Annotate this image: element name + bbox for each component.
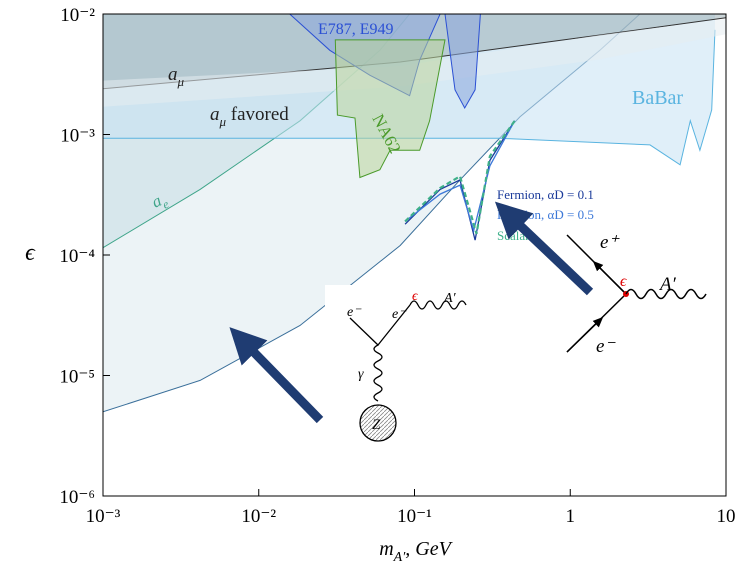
diagram-label: e⁺ <box>600 232 620 253</box>
x-axis-label: m <box>379 538 393 560</box>
x-axis-label: , GeV <box>405 538 453 560</box>
y-tick-label: 10⁻³ <box>60 126 95 147</box>
x-tick-label: 10⁻² <box>241 506 276 527</box>
annotation: a <box>168 64 178 85</box>
x-axis-label: mA′, GeV <box>379 538 453 565</box>
annotation: E787, E949 <box>318 21 394 38</box>
diagram-label: e⁻ <box>596 336 616 357</box>
diagram-label: e⁻ <box>347 305 362 320</box>
y-tick-label: 10⁻⁴ <box>59 246 95 267</box>
arrow <box>508 214 590 292</box>
y-tick-label: 10⁻⁶ <box>59 487 95 508</box>
annotation: BaBar <box>632 87 683 109</box>
diagram-label: γ <box>358 367 364 382</box>
annotation: Fermion, αD = 0.1 <box>497 187 594 202</box>
chart: E787, E949 aμ aμ favored BaBar NA62 ae F… <box>0 0 740 574</box>
y-axis-label: ϵ <box>25 240 36 266</box>
x-tick-label: 10⁻³ <box>86 506 121 527</box>
annotation: a <box>210 104 220 125</box>
arrow <box>242 340 320 420</box>
x-tick-label: 10⁻¹ <box>397 506 432 527</box>
feynman-diagram: e⁺ e⁻ ϵ A′ <box>567 232 706 357</box>
diagram-label: ϵ <box>620 273 627 290</box>
x-axis-label: A′ <box>393 550 407 565</box>
x-tick-label: 10 <box>717 506 736 527</box>
y-tick-label: 10⁻⁵ <box>59 367 95 388</box>
diagram-label: A′ <box>443 291 457 306</box>
x-tick-label: 1 <box>566 506 576 527</box>
feynman-diagram: e⁻ e⁻ ϵ A′ γ Z <box>325 285 485 441</box>
diagram-label: e⁻ <box>392 307 407 322</box>
diagram-label: Z <box>372 417 381 433</box>
annotation: μ <box>177 74 185 89</box>
y-tick-label: 10⁻² <box>60 5 95 26</box>
annotation: favored <box>226 104 289 125</box>
diagram-label: A′ <box>658 274 677 295</box>
